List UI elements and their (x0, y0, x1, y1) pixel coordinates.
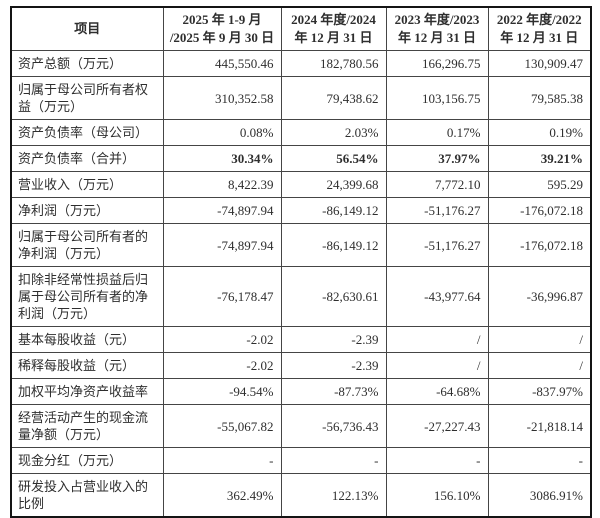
row-label: 加权平均净资产收益率 (10, 378, 164, 405)
table-row: 稀释每股收益（元） -2.02 -2.39// (10, 352, 592, 379)
cell-value: -82,630.61 (280, 266, 387, 327)
column-header-period-2022: 2022 年度/2022 年 12 月 31 日 (487, 6, 592, 51)
cell-value: -176,072.18 (487, 197, 592, 224)
row-label: 归属于母公司所有者的净利润（万元） (10, 223, 164, 267)
cell-value: -176,072.18 (487, 223, 592, 267)
column-header-period-2024: 2024 年度/2024 年 12 月 31 日 (280, 6, 387, 51)
cell-value: / (487, 326, 592, 353)
row-label: 净利润（万元） (10, 197, 164, 224)
cell-value: -2.02 (162, 326, 282, 353)
cell-value: -27,227.43 (385, 404, 489, 448)
cell-value: 37.97% (385, 145, 489, 172)
cell-value: -51,176.27 (385, 223, 489, 267)
cell-value: 24,399.68 (280, 171, 387, 198)
cell-value: -76,178.47 (162, 266, 282, 327)
cell-value: -2.39 (280, 326, 387, 353)
row-label: 营业收入（万元） (10, 171, 164, 198)
cell-value: 156.10% (385, 473, 489, 518)
table-row: 加权平均净资产收益率 -94.54% -87.73% -64.68% -837.97% (10, 378, 592, 405)
cell-value: -55,067.82 (162, 404, 282, 448)
table-row: 扣除非经常性损益后归属于母公司所有者的净利润（万元） -76,178.47 -82,… (10, 266, 592, 327)
cell-value: 445,550.46 (162, 50, 282, 77)
cell-value: 362.49% (162, 473, 282, 518)
cell-value: -74,897.94 (162, 197, 282, 224)
row-label: 现金分红（万元） (10, 447, 164, 474)
row-label: 资产负债率（母公司） (10, 119, 164, 146)
cell-value: -36,996.87 (487, 266, 592, 327)
cell-value: 182,780.56 (280, 50, 387, 77)
cell-value: - (162, 447, 282, 474)
row-label: 基本每股收益（元） (10, 326, 164, 353)
row-label: 扣除非经常性损益后归属于母公司所有者的净利润（万元） (10, 266, 164, 327)
financial-summary-table: 项目 2025 年 1-9 月 /2025 年 9 月 30 日 2024 年度… (10, 6, 592, 518)
table-row: 现金分红（万元） - - - - (10, 447, 592, 474)
row-label: 归属于母公司所有者权益（万元） (10, 76, 164, 120)
table-row: 研发投入占营业收入的比例 362.49% 122.13% 156.10% 3086.91… (10, 473, 592, 518)
table-row: 基本每股收益（元） -2.02 -2.39// (10, 326, 592, 353)
financial-summary: 项目 2025 年 1-9 月 /2025 年 9 月 30 日 2024 年度… (10, 6, 592, 518)
row-label: 经营活动产生的现金流量净额（万元） (10, 404, 164, 448)
cell-value: 0.17% (385, 119, 489, 146)
table-row: 归属于母公司所有者的净利润（万元） -74,897.94 -86,149.12 -51… (10, 223, 592, 267)
row-label: 资产总额（万元） (10, 50, 164, 77)
cell-value: -64.68% (385, 378, 489, 405)
cell-value: - (280, 447, 387, 474)
cell-value: -74,897.94 (162, 223, 282, 267)
cell-value: 2.03% (280, 119, 387, 146)
table-body: 资产总额（万元） 445,550.46 182,780.56 166,296.75 13… (10, 50, 592, 518)
cell-value: / (487, 352, 592, 379)
table-row: 资产负债率（母公司） 0.08% 2.03% 0.17% 0.19% (10, 119, 592, 146)
cell-value: -2.02 (162, 352, 282, 379)
cell-value: -837.97% (487, 378, 592, 405)
cell-value: -2.39 (280, 352, 387, 379)
table-row: 归属于母公司所有者权益（万元） 310,352.58 79,438.62 103,15… (10, 76, 592, 120)
table-row: 资产负债率（合并） 30.34% 56.54% 37.97% 39.21% (10, 145, 592, 172)
table-row: 营业收入（万元） 8,422.39 24,399.68 7,772.10 595.29 (10, 171, 592, 198)
cell-value: -86,149.12 (280, 223, 387, 267)
table-row: 经营活动产生的现金流量净额（万元） -55,067.82 -56,736.43 -27… (10, 404, 592, 448)
cell-value: -87.73% (280, 378, 387, 405)
cell-value: -51,176.27 (385, 197, 489, 224)
cell-value: 79,585.38 (487, 76, 592, 120)
table-row: 资产总额（万元） 445,550.46 182,780.56 166,296.75 13… (10, 50, 592, 77)
table-row: 净利润（万元） -74,897.94 -86,149.12 -51,176.27 -17… (10, 197, 592, 224)
column-header-item: 项目 (10, 6, 164, 51)
cell-value: 103,156.75 (385, 76, 489, 120)
cell-value: 122.13% (280, 473, 387, 518)
cell-value: 310,352.58 (162, 76, 282, 120)
header-row: 项目 2025 年 1-9 月 /2025 年 9 月 30 日 2024 年度… (10, 6, 592, 51)
row-label: 资产负债率（合并） (10, 145, 164, 172)
cell-value: 0.08% (162, 119, 282, 146)
column-header-period-2023: 2023 年度/2023 年 12 月 31 日 (385, 6, 489, 51)
row-label: 研发投入占营业收入的比例 (10, 473, 164, 518)
row-label: 稀释每股收益（元） (10, 352, 164, 379)
cell-value: 0.19% (487, 119, 592, 146)
cell-value: 30.34% (162, 145, 282, 172)
column-header-period-2025: 2025 年 1-9 月 /2025 年 9 月 30 日 (162, 6, 282, 51)
cell-value: 3086.91% (487, 473, 592, 518)
cell-value: 595.29 (487, 171, 592, 198)
cell-value: / (385, 326, 489, 353)
cell-value: -56,736.43 (280, 404, 387, 448)
cell-value: -86,149.12 (280, 197, 387, 224)
cell-value: - (385, 447, 489, 474)
cell-value: -21,818.14 (487, 404, 592, 448)
cell-value: 166,296.75 (385, 50, 489, 77)
cell-value: 56.54% (280, 145, 387, 172)
cell-value: -43,977.64 (385, 266, 489, 327)
cell-value: 7,772.10 (385, 171, 489, 198)
cell-value: -94.54% (162, 378, 282, 405)
cell-value: / (385, 352, 489, 379)
cell-value: 130,909.47 (487, 50, 592, 77)
cell-value: 8,422.39 (162, 171, 282, 198)
cell-value: 39.21% (487, 145, 592, 172)
cell-value: 79,438.62 (280, 76, 387, 120)
cell-value: - (487, 447, 592, 474)
